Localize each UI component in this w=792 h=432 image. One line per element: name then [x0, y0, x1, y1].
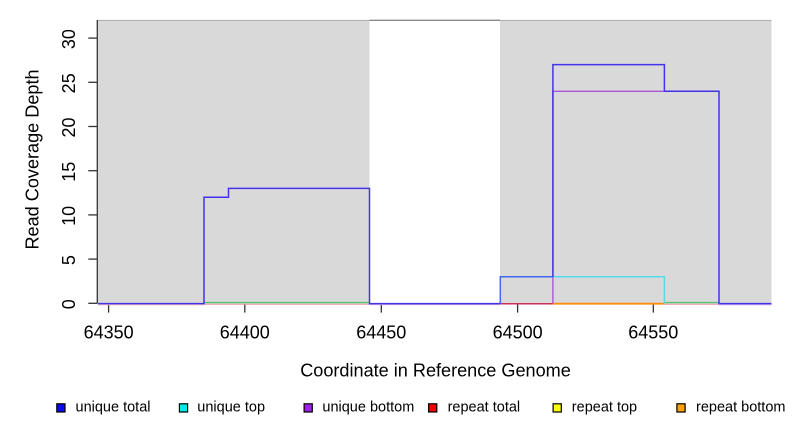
svg-text:unique top: unique top	[197, 400, 265, 416]
svg-text:64400: 64400	[220, 323, 270, 343]
svg-text:repeat bottom: repeat bottom	[696, 400, 785, 416]
svg-text:15: 15	[59, 162, 79, 182]
svg-text:64500: 64500	[493, 323, 543, 343]
svg-text:0: 0	[59, 299, 79, 309]
svg-text:Coordinate in Reference Genome: Coordinate in Reference Genome	[300, 361, 571, 381]
svg-text:repeat top: repeat top	[572, 400, 637, 416]
svg-text:25: 25	[59, 73, 79, 93]
svg-text:repeat total: repeat total	[448, 400, 521, 416]
svg-text:5: 5	[59, 255, 79, 265]
svg-text:64350: 64350	[84, 323, 134, 343]
svg-text:64550: 64550	[628, 323, 678, 343]
svg-text:unique total: unique total	[76, 400, 151, 416]
svg-text:20: 20	[59, 117, 79, 137]
svg-text:30: 30	[59, 29, 79, 49]
svg-text:Read Coverage Depth: Read Coverage Depth	[23, 69, 43, 249]
svg-text:unique bottom: unique bottom	[322, 400, 414, 416]
svg-text:10: 10	[59, 206, 79, 226]
svg-text:64450: 64450	[356, 323, 406, 343]
